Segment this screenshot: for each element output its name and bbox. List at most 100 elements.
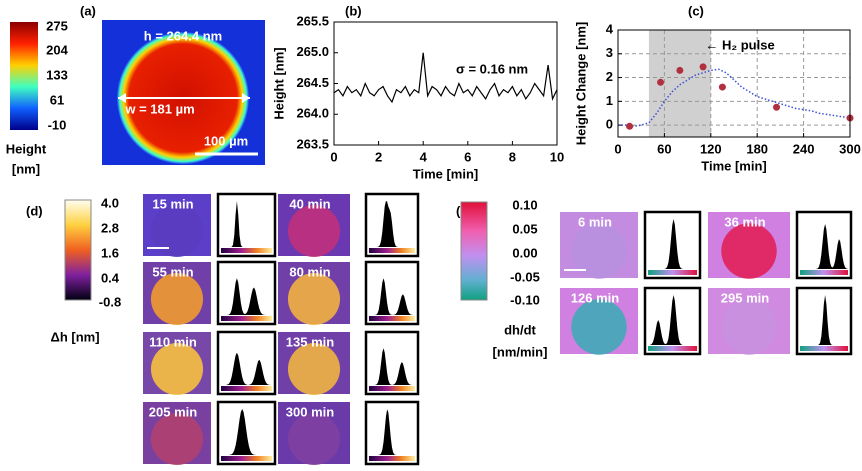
- histogram: [648, 295, 700, 345]
- colorbar-title: Δh [nm]: [50, 329, 99, 344]
- map-spot: [287, 342, 341, 396]
- y-tick-label: 265.0: [296, 44, 329, 59]
- time-label: 55 min: [152, 264, 193, 279]
- colorbar-title: [nm/min]: [493, 344, 548, 359]
- colorbar-tick: 61: [50, 92, 64, 107]
- histogram-colorbar: [800, 270, 848, 275]
- x-axis-label: Time [min]: [701, 158, 767, 173]
- histogram-colorbar: [221, 248, 272, 253]
- y-tick-label: 264.0: [296, 106, 329, 121]
- histogram-box: [216, 192, 277, 258]
- x-tick-label: 240: [793, 141, 815, 156]
- colorbar-tick: 133: [46, 67, 68, 82]
- histogram: [369, 201, 418, 247]
- colorbar: [64, 199, 92, 301]
- colorbar-tick: -0.10: [510, 292, 540, 307]
- map-spot: [150, 204, 204, 258]
- histogram-colorbar: [221, 316, 272, 321]
- y-tick-label: 263.5: [296, 136, 329, 151]
- panel-label: (a): [80, 3, 96, 18]
- histogram: [800, 295, 851, 345]
- time-label: 110 min: [149, 334, 197, 349]
- map-spot: [287, 412, 341, 466]
- time-label: 40 min: [289, 196, 330, 211]
- map-spot: [721, 223, 777, 279]
- histogram: [648, 219, 700, 269]
- colorbar-tick: 0.05: [512, 221, 537, 236]
- colorbar-tick: 0.4: [101, 270, 120, 285]
- colorbar-tick: -0.05: [510, 269, 540, 284]
- x-axis-label: Time [min]: [413, 166, 479, 181]
- y-tick-label: 264.5: [296, 75, 329, 90]
- y-tick-label: 4: [606, 21, 614, 36]
- x-tick-label: 2: [375, 149, 382, 164]
- x-tick-label: 10: [550, 149, 564, 164]
- plot-frame: [333, 21, 558, 146]
- height-text: h = 264.4 nm: [144, 28, 222, 43]
- data-point: [657, 78, 665, 86]
- histogram: [221, 409, 275, 455]
- annotation: ← H₂ pulse: [705, 37, 774, 52]
- data-line: [333, 52, 558, 104]
- map-spot: [150, 412, 204, 466]
- y-tick-label: 1: [606, 93, 613, 108]
- plot-area: [334, 22, 557, 145]
- x-tick-label: 120: [700, 141, 722, 156]
- y-axis-label: Height [nm]: [271, 47, 286, 119]
- y-tick-label: 265.5: [296, 13, 329, 28]
- histogram-colorbar: [648, 270, 697, 275]
- y-tick-label: 0: [606, 117, 613, 132]
- time-label: 295 min: [721, 290, 769, 305]
- plot-frame: [617, 29, 851, 138]
- histogram-colorbar: [369, 248, 415, 253]
- colorbar-tick: 2.8: [101, 220, 119, 235]
- colorbar-title: dh/dt: [504, 322, 536, 337]
- map-spot: [721, 299, 777, 355]
- colorbar-tick: 4.0: [101, 195, 119, 210]
- time-label: 126 min: [571, 290, 619, 305]
- histogram: [369, 278, 418, 315]
- histogram-colorbar: [369, 386, 415, 391]
- map-spot: [287, 204, 341, 258]
- x-tick-label: 60: [657, 141, 671, 156]
- time-label: 205 min: [149, 404, 197, 419]
- time-label: 80 min: [289, 264, 330, 279]
- histogram-box: [364, 330, 420, 396]
- y-axis-label: Height Change [nm]: [573, 22, 588, 146]
- x-tick-label: 0: [614, 141, 621, 156]
- colorbar-tick: -0.8: [99, 294, 121, 309]
- histogram: [221, 278, 275, 315]
- histogram-colorbar: [648, 346, 697, 351]
- data-point: [699, 63, 707, 71]
- data-point: [718, 83, 726, 91]
- map-spot: [150, 272, 204, 326]
- data-point: [626, 122, 634, 130]
- colorbar-tick: 275: [46, 18, 68, 33]
- colorbar-tick: 204: [46, 42, 68, 57]
- histogram: [369, 348, 418, 385]
- annotation: σ = 0.16 nm: [456, 61, 528, 76]
- panel-label: (b): [345, 3, 362, 18]
- colorbar-tick: 0.00: [512, 245, 537, 260]
- histogram: [221, 352, 275, 385]
- colorbar-title: [nm]: [12, 161, 40, 176]
- colorbar-tick: -10: [48, 117, 67, 132]
- panel-label: (c): [688, 3, 704, 18]
- x-tick-label: 180: [746, 141, 768, 156]
- y-tick-label: 2: [606, 69, 613, 84]
- width-text: w = 181 µm: [124, 101, 194, 116]
- time-label: 15 min: [152, 196, 193, 211]
- time-label: 36 min: [724, 214, 765, 229]
- histogram-colorbar: [800, 346, 848, 351]
- time-label: 6 min: [578, 214, 612, 229]
- time-label: 135 min: [286, 334, 334, 349]
- x-tick-label: 300: [839, 141, 861, 156]
- x-tick-label: 8: [509, 149, 516, 164]
- data-point: [773, 103, 781, 111]
- colorbar-title: Height: [6, 141, 47, 156]
- map-spot: [571, 223, 627, 279]
- colorbar-tick: 0.10: [512, 197, 537, 212]
- panel-label: (d): [26, 203, 43, 218]
- map-spot: [150, 342, 204, 396]
